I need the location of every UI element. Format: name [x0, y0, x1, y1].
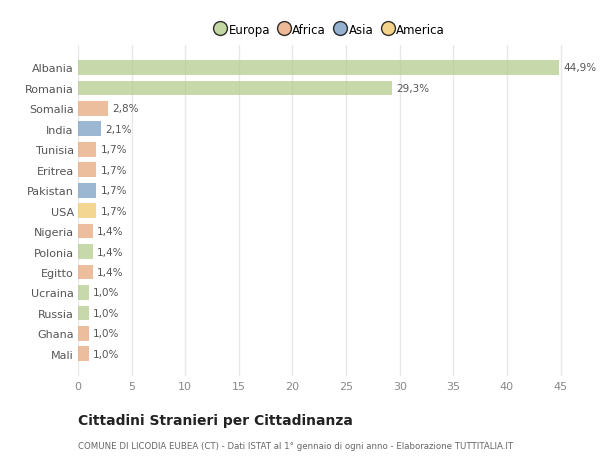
Text: 2,1%: 2,1% [105, 124, 131, 134]
Bar [78, 184, 96, 198]
Bar [78, 143, 96, 157]
Bar [78, 285, 89, 300]
Bar [78, 306, 89, 320]
Bar [78, 102, 108, 117]
Text: 2,8%: 2,8% [112, 104, 139, 114]
Bar [78, 224, 93, 239]
Bar [78, 122, 101, 137]
Text: 1,0%: 1,0% [93, 288, 119, 298]
Text: 1,4%: 1,4% [97, 268, 124, 277]
Text: 1,4%: 1,4% [97, 247, 124, 257]
Bar [78, 81, 392, 96]
Text: Cittadini Stranieri per Cittadinanza: Cittadini Stranieri per Cittadinanza [78, 413, 353, 427]
Text: 1,7%: 1,7% [101, 165, 127, 175]
Legend: Europa, Africa, Asia, America: Europa, Africa, Asia, America [211, 19, 449, 41]
Text: 1,0%: 1,0% [93, 349, 119, 359]
Text: 1,0%: 1,0% [93, 308, 119, 318]
Text: 1,7%: 1,7% [101, 145, 127, 155]
Bar [78, 326, 89, 341]
Bar [78, 245, 93, 259]
Text: 1,7%: 1,7% [101, 206, 127, 216]
Text: 1,0%: 1,0% [93, 329, 119, 339]
Text: 29,3%: 29,3% [397, 84, 430, 94]
Text: 44,9%: 44,9% [564, 63, 597, 73]
Text: 1,7%: 1,7% [101, 186, 127, 196]
Bar [78, 204, 96, 218]
Text: 1,4%: 1,4% [97, 227, 124, 236]
Bar [78, 265, 93, 280]
Text: COMUNE DI LICODIA EUBEA (CT) - Dati ISTAT al 1° gennaio di ogni anno - Elaborazi: COMUNE DI LICODIA EUBEA (CT) - Dati ISTA… [78, 441, 513, 450]
Bar [78, 347, 89, 361]
Bar [78, 163, 96, 178]
Bar [78, 61, 559, 76]
